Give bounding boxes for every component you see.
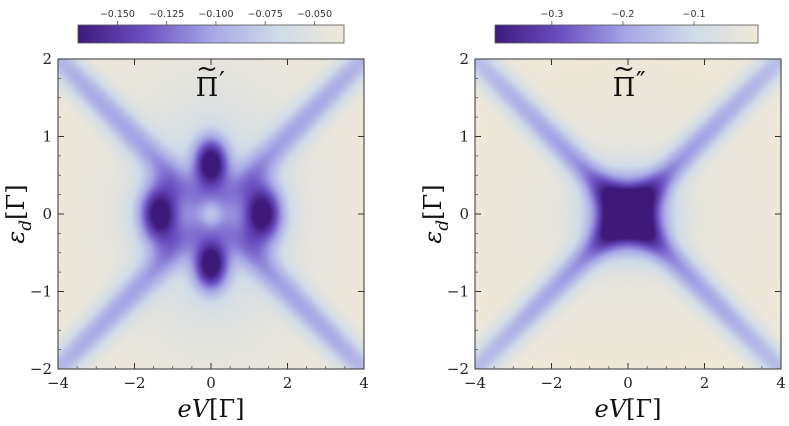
- colorbar-tick-label: −0.100: [198, 9, 233, 20]
- y-tick-label: −1: [447, 283, 469, 301]
- y-tick-label: −2: [447, 360, 469, 378]
- x-tick-label: 0: [623, 374, 633, 392]
- y-tick-label: 0: [42, 205, 52, 223]
- colorbar: [494, 24, 759, 44]
- x-tick-label: −4: [47, 374, 69, 392]
- x-tick-label: −4: [464, 374, 486, 392]
- y-axis-label: εd[Γ]: [419, 184, 453, 243]
- x-tick-label: 0: [206, 374, 216, 392]
- colorbar-tick-label: −0.2: [611, 9, 634, 20]
- heatmap-image: [58, 59, 364, 369]
- heatmap-image: [475, 59, 781, 369]
- y-tick-label: 0: [459, 205, 469, 223]
- y-tick-label: 1: [459, 128, 469, 146]
- y-tick-label: 1: [42, 128, 52, 146]
- colorbar-tick-label: −0.1: [682, 9, 705, 20]
- x-tick-label: 4: [359, 374, 369, 392]
- svg-text:Π: Π: [613, 73, 636, 103]
- y-tick-label: 2: [459, 50, 469, 68]
- y-axis-label: εd[Γ]: [2, 184, 36, 243]
- y-tick-label: 2: [42, 50, 52, 68]
- y-tick-label: −2: [30, 360, 52, 378]
- colorbar-tick-label: −0.3: [540, 9, 563, 20]
- panel-title: Π~ ′: [196, 54, 225, 103]
- x-tick-label: 2: [283, 374, 293, 392]
- x-axis-label: eV[Γ]: [178, 395, 245, 423]
- svg-text:′: ′: [219, 67, 225, 97]
- x-tick-label: 2: [700, 374, 710, 392]
- colorbar-tick-label: −0.075: [248, 9, 283, 20]
- svg-text:~: ~: [196, 54, 218, 84]
- colorbar: [77, 24, 345, 44]
- colorbar-tick-label: −0.125: [149, 9, 184, 20]
- x-tick-label: 4: [776, 374, 786, 392]
- x-tick-label: −2: [540, 374, 562, 392]
- svg-text:~: ~: [613, 54, 635, 84]
- y-tick-label: −1: [30, 283, 52, 301]
- panel-title: Π~ ″: [613, 54, 646, 103]
- svg-text:Π: Π: [196, 73, 219, 103]
- colorbar-tick-label: −0.050: [297, 9, 332, 20]
- colorbar-tick-label: −0.150: [100, 9, 135, 20]
- x-tick-label: −2: [123, 374, 145, 392]
- x-axis-label: eV[Γ]: [595, 395, 662, 423]
- svg-text:″: ″: [636, 67, 646, 97]
